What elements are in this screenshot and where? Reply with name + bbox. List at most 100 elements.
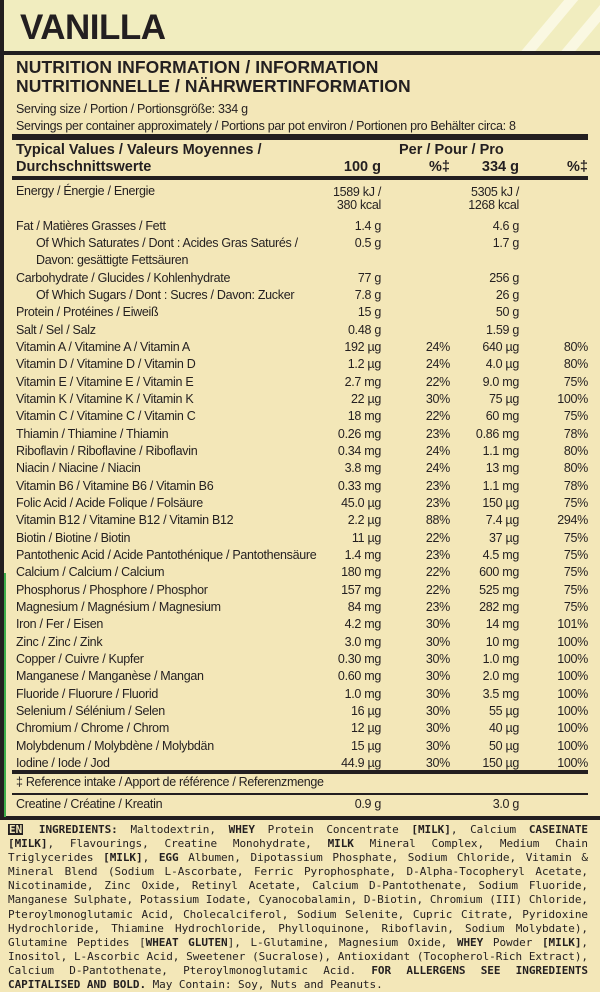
- col-percent-100g-header: %‡: [429, 159, 450, 175]
- percent-ri-100g: 30%: [425, 651, 450, 666]
- ingredient-allergen-text: INGREDIENTS:: [38, 823, 118, 836]
- row-label: Vitamin D / Vitamine D / Vitamin D: [16, 357, 196, 372]
- percent-ri-100g: 23%: [425, 426, 450, 441]
- energy-100g: 1589 kJ / 380 kcal: [333, 186, 381, 212]
- value-100g: 0.26 mg: [337, 426, 381, 441]
- value-100g: 11 µg: [351, 530, 381, 545]
- percent-ri-serving: 100%: [557, 651, 588, 666]
- ingredient-text: Maltodextrin,: [117, 823, 229, 836]
- value-serving: 37 µg: [488, 530, 519, 545]
- table-row: Vitamin B12 / Vitamine B12 / Vitamin B12…: [0, 512, 600, 529]
- ingredient-allergen-text: WHEAT GLUTEN: [145, 935, 228, 949]
- row-label: Calcium / Calcium / Calcium: [16, 565, 165, 580]
- percent-ri-100g: 22%: [425, 409, 450, 424]
- percent-ri-100g: 88%: [425, 513, 450, 528]
- energy-serving: 5305 kJ / 1268 kcal: [468, 186, 519, 212]
- value-serving: 4.6 g: [492, 218, 520, 233]
- row-label: Fat / Matières Grasses / Fett: [16, 218, 166, 233]
- row-label: Copper / Cuivre / Kupfer: [16, 651, 144, 666]
- divider-thick: [12, 770, 588, 774]
- value-serving: 2.0 mg: [482, 669, 520, 684]
- percent-ri-serving: 100%: [557, 634, 588, 649]
- value-100g: 3.8 mg: [344, 461, 382, 476]
- value-100g: 0.60 mg: [337, 669, 381, 684]
- value-100g: 12 µg: [350, 721, 381, 736]
- value-100g: 0.34 mg: [337, 443, 381, 458]
- value-100g: 4.2 mg: [344, 617, 382, 632]
- value-serving: 50 µg: [488, 738, 519, 753]
- table-row: Magnesium / Magnésium / Magnesium 84 mg 23…: [0, 599, 600, 616]
- ingredient-text: , Calcium: [450, 823, 529, 836]
- percent-ri-serving: 80%: [563, 461, 588, 476]
- divider-thick: [12, 176, 588, 180]
- table-row: Fluoride / Fluorure / Fluorid 1.0 mg 30% 3.…: [0, 686, 600, 703]
- language-badge: EN: [8, 823, 24, 836]
- value-serving: 3.0 g: [492, 797, 520, 811]
- percent-ri-serving: 75%: [563, 409, 588, 424]
- row-label: Pantothenic Acid / Acide Pantothénique /…: [16, 547, 317, 562]
- row-label: Vitamin A / Vitamine A / Vitamin A: [16, 339, 190, 354]
- row-label: Salt / Sel / Salz: [16, 322, 96, 337]
- value-100g: 45.0 µg: [341, 495, 381, 510]
- table-row: Of Which Saturates / Dont : Acides Gras …: [0, 235, 600, 270]
- value-serving: 60 mg: [485, 409, 520, 424]
- table-row: Thiamin / Thiamine / Thiamin 0.26 mg 23% 0.…: [0, 426, 600, 443]
- value-serving: 600 mg: [479, 565, 519, 580]
- ingredient-text: , Flavourings, Creatine Monohydrate,: [47, 837, 328, 851]
- ingredient-allergen-text: MILK: [327, 837, 354, 851]
- row-label: Of Which Saturates / Dont : Acides Gras …: [36, 235, 298, 250]
- table-row: Chromium / Chrome / Chrom 12 µg 30% 40 µg 10…: [0, 720, 600, 737]
- value-100g: 0.30 mg: [337, 651, 381, 666]
- energy-100g-kcal: 380 kcal: [336, 198, 381, 212]
- table-row: Pantothenic Acid / Acide Pantothénique /…: [0, 547, 600, 564]
- percent-ri-serving: 100%: [557, 669, 588, 684]
- percent-ri-100g: 30%: [425, 721, 450, 736]
- percent-ri-serving: 80%: [563, 339, 588, 354]
- row-label: Protein / Protéines / Eiweiß: [16, 305, 159, 320]
- percent-ri-100g: 24%: [425, 357, 450, 372]
- value-serving: 26 g: [495, 287, 519, 302]
- value-100g: 22 µg: [350, 391, 381, 406]
- ingredient-text: ,: [142, 851, 159, 865]
- value-100g: 44.9 µg: [341, 755, 381, 770]
- ingredient-text: Powder: [483, 935, 542, 949]
- value-100g: 0.48 g: [348, 322, 381, 337]
- percent-ri-serving: 80%: [563, 443, 588, 458]
- percent-ri-serving: 75%: [563, 599, 588, 614]
- percent-ri-serving: 294%: [557, 513, 588, 528]
- percent-ri-serving: 100%: [557, 755, 588, 770]
- value-serving: 9.0 mg: [482, 374, 520, 389]
- table-row: Fat / Matières Grasses / Fett 1.4 g 4.6 g: [0, 218, 600, 235]
- table-row: Manganese / Manganèse / Mangan 0.60 mg 30%…: [0, 668, 600, 685]
- table-row: Phosphorus / Phosphore / Phosphor 157 mg 2…: [0, 582, 600, 599]
- percent-ri-100g: 24%: [425, 443, 450, 458]
- percent-ri-serving: 80%: [563, 357, 588, 372]
- percent-ri-100g: 23%: [425, 547, 450, 562]
- ingredient-text: , Inositol, L-Ascorbic Acid, Sweetener (…: [8, 935, 588, 977]
- percent-ri-100g: 24%: [425, 339, 450, 354]
- nutrition-title-line1: NUTRITION INFORMATION / INFORMATION: [16, 57, 379, 77]
- value-serving: 1.1 mg: [482, 478, 520, 493]
- table-row: Molybdenum / Molybdène / Molybdän 15 µg 30…: [0, 738, 600, 755]
- value-100g: 0.9 g: [354, 797, 382, 811]
- percent-ri-100g: 22%: [425, 565, 450, 580]
- row-label: Niacin / Niacine / Niacin: [16, 461, 141, 476]
- row-label: Molybdenum / Molybdène / Molybdän: [16, 738, 214, 753]
- value-100g: 0.5 g: [354, 235, 382, 250]
- row-label: Vitamin C / Vitamine C / Vitamin C: [16, 409, 196, 424]
- value-serving: 3.5 mg: [482, 686, 520, 701]
- percent-ri-100g: 30%: [425, 391, 450, 406]
- ingredient-allergen-text: WHEY: [228, 823, 255, 836]
- value-serving: 14 mg: [485, 617, 520, 632]
- percent-ri-serving: 78%: [563, 426, 588, 441]
- divider-thick: [12, 134, 588, 140]
- typical-values-header: Typical Values / Valeurs Moyennes / Durc…: [16, 142, 262, 176]
- row-label-continued: Davon: gesättigte Fettsäuren: [36, 253, 189, 268]
- col-serving-header: 334 g: [481, 159, 519, 175]
- value-serving: 0.86 mg: [475, 426, 519, 441]
- percent-ri-100g: 30%: [425, 634, 450, 649]
- row-label: Vitamin E / Vitamine E / Vitamin E: [16, 374, 194, 389]
- row-label: Vitamin B12 / Vitamine B12 / Vitamin B12: [16, 513, 234, 528]
- percent-ri-100g: 22%: [425, 582, 450, 597]
- value-serving: 1.7 g: [492, 235, 520, 250]
